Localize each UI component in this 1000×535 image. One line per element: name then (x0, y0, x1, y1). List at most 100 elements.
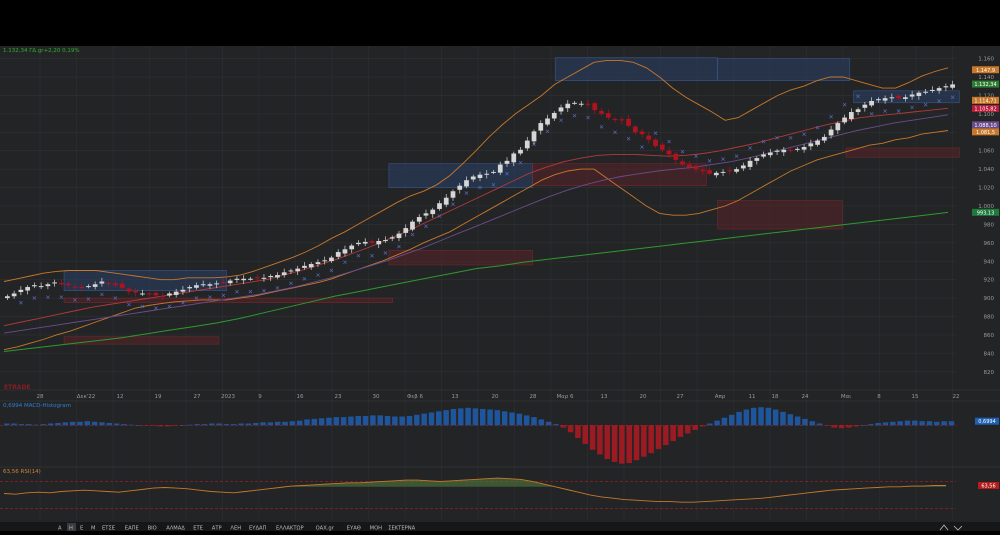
macd-bar[interactable] (362, 415, 369, 426)
macd-bar[interactable] (582, 425, 589, 444)
rsi-line[interactable] (3, 477, 946, 503)
macd-bar[interactable] (18, 424, 25, 426)
candle-body[interactable] (518, 149, 523, 154)
rsi-panel[interactable]: 63,56 (0, 466, 1000, 509)
candle-body[interactable] (808, 143, 814, 147)
macd-bar[interactable] (128, 424, 134, 426)
macd-bar[interactable] (165, 425, 171, 427)
candle-body[interactable] (180, 289, 186, 292)
candle-body[interactable] (666, 150, 672, 155)
candle-body[interactable] (761, 154, 766, 157)
candle-body[interactable] (511, 153, 517, 163)
macd-bar[interactable] (824, 425, 830, 426)
candle-body[interactable] (727, 170, 733, 172)
candle-body[interactable] (254, 277, 260, 279)
candle-body[interactable] (146, 293, 152, 295)
macd-bar[interactable] (472, 408, 479, 426)
macd-bar[interactable] (47, 423, 54, 426)
collapse-icon[interactable] (953, 525, 963, 531)
candle-body[interactable] (281, 272, 287, 276)
candle-body[interactable] (221, 281, 226, 283)
candle-body[interactable] (261, 277, 267, 279)
candle-body[interactable] (248, 278, 253, 280)
candle-body[interactable] (632, 126, 638, 133)
macd-bar[interactable] (201, 424, 208, 426)
macd-bar[interactable] (919, 421, 925, 426)
macd-bar[interactable] (421, 413, 427, 426)
toolbar-item[interactable]: ΕΤΕ (193, 526, 203, 532)
toolbar-item[interactable]: Μ (91, 526, 95, 532)
candle-body[interactable] (612, 119, 618, 121)
macd-bar[interactable] (941, 421, 947, 426)
candle-body[interactable] (45, 284, 51, 287)
candle-body[interactable] (194, 285, 199, 288)
candle-body[interactable] (896, 95, 901, 99)
macd-bar[interactable] (655, 425, 662, 450)
macd-bar[interactable] (91, 421, 98, 426)
candle-body[interactable] (639, 131, 645, 135)
candle-body[interactable] (430, 209, 436, 215)
candle-body[interactable] (295, 268, 301, 272)
macd-bar[interactable] (765, 407, 772, 426)
macd-bar[interactable] (802, 418, 808, 426)
macd-bar[interactable] (567, 425, 574, 433)
candle-body[interactable] (167, 293, 172, 296)
macd-bar[interactable] (589, 425, 596, 450)
macd-bar[interactable] (282, 421, 288, 426)
macd-bar[interactable] (77, 421, 83, 426)
macd-bar[interactable] (780, 411, 786, 426)
macd-bar[interactable] (597, 425, 603, 455)
candle-body[interactable] (930, 89, 935, 91)
candle-body[interactable] (329, 257, 334, 262)
candle-body[interactable] (241, 278, 247, 281)
candle-body[interactable] (5, 296, 10, 299)
candle-body[interactable] (646, 135, 652, 140)
candle-body[interactable] (153, 292, 159, 296)
macd-bar[interactable] (875, 422, 881, 426)
macd-bar[interactable] (113, 423, 120, 426)
macd-bar[interactable] (33, 424, 39, 426)
macd-bar[interactable] (143, 425, 149, 426)
candle-body[interactable] (126, 288, 132, 292)
macd-bar[interactable] (121, 424, 127, 426)
candle-body[interactable] (59, 283, 64, 285)
candle-body[interactable] (275, 275, 280, 278)
macd-bar[interactable] (106, 422, 113, 426)
macd-bar[interactable] (663, 425, 669, 446)
macd-bar[interactable] (238, 423, 244, 426)
macd-bar[interactable] (25, 424, 32, 426)
candle-body[interactable] (443, 197, 449, 205)
candle-body[interactable] (855, 109, 861, 113)
toolbar-item[interactable]: ΕΤΣΕ (102, 526, 115, 532)
macd-bar[interactable] (252, 422, 259, 426)
candle-body[interactable] (410, 221, 415, 230)
candle-body[interactable] (491, 171, 496, 173)
candle-body[interactable] (869, 100, 874, 106)
macd-bar[interactable] (370, 415, 376, 426)
candle-body[interactable] (214, 283, 220, 285)
macd-bar[interactable] (384, 415, 391, 426)
macd-bar[interactable] (216, 423, 222, 426)
candle-body[interactable] (113, 283, 118, 286)
macd-bar[interactable] (289, 421, 296, 426)
macd-bar[interactable] (436, 411, 442, 426)
candle-body[interactable] (227, 280, 233, 284)
candle-body[interactable] (950, 84, 955, 88)
candle-body[interactable] (740, 165, 746, 169)
candle-body[interactable] (524, 140, 530, 149)
macd-bar[interactable] (55, 422, 61, 426)
candle-body[interactable] (659, 144, 665, 150)
macd-bar[interactable] (377, 415, 383, 426)
macd-bar[interactable] (670, 425, 676, 441)
macd-bar[interactable] (714, 420, 720, 426)
macd-bar[interactable] (816, 423, 823, 426)
macd-bar[interactable] (728, 414, 735, 426)
candle-body[interactable] (815, 140, 820, 145)
candle-body[interactable] (781, 149, 787, 153)
candle-body[interactable] (497, 164, 503, 173)
macd-bar[interactable] (326, 417, 332, 426)
candle-body[interactable] (713, 172, 719, 176)
candle-body[interactable] (578, 103, 584, 105)
candle-body[interactable] (140, 293, 145, 295)
